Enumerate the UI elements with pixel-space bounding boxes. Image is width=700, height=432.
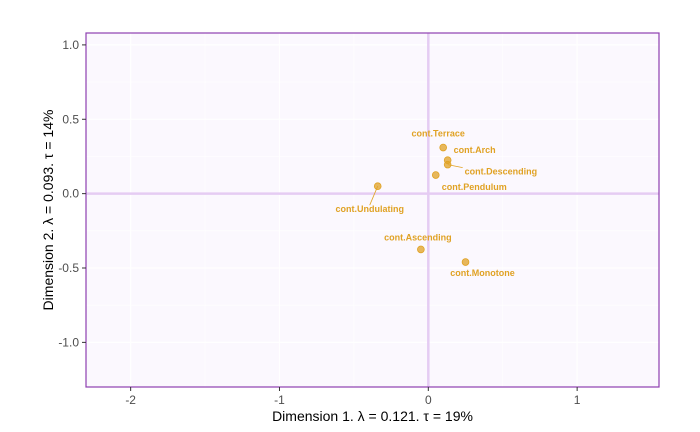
plot-panel [85,32,660,388]
x-axis-title: Dimension 1. λ = 0.121. τ = 19% [272,408,473,424]
data-point-label: cont.Pendulum [442,182,507,192]
y-tick-label: 0.5 [62,112,79,126]
x-tick-label: 1 [574,393,581,407]
y-tick-label: -1.0 [58,335,79,349]
points-layer: cont.Terrace cont.Arch cont.Descending cont… [335,129,537,279]
ticks-layer: -2 -1 0 1 1.0 0.5 0.0 -0.5 -1.0 [58,38,580,407]
x-tick-label: -2 [125,393,136,407]
x-tick-label: 0 [425,393,432,407]
y-tick-label: -0.5 [58,261,79,275]
x-tick-label: -1 [274,393,285,407]
data-point [431,171,440,179]
data-point [461,258,470,266]
data-point-label: cont.Descending [465,167,538,177]
data-point [417,245,425,254]
data-point [443,160,452,169]
data-point-label: cont.Monotone [450,268,515,278]
panel-background [86,33,659,387]
data-point [373,182,382,191]
data-point-label: cont.Terrace [412,129,465,139]
panel-border [85,32,660,388]
data-point-label: cont.Undulating [335,204,404,214]
data-point-label: cont.Arch [454,145,496,155]
y-tick-label: 0.0 [62,187,79,201]
data-point-label: cont.Ascending [384,232,452,242]
data-point [439,143,447,152]
y-axis-title: Dimension 2. λ = 0.093. τ = 14% [40,110,56,311]
y-tick-label: 1.0 [62,38,79,52]
